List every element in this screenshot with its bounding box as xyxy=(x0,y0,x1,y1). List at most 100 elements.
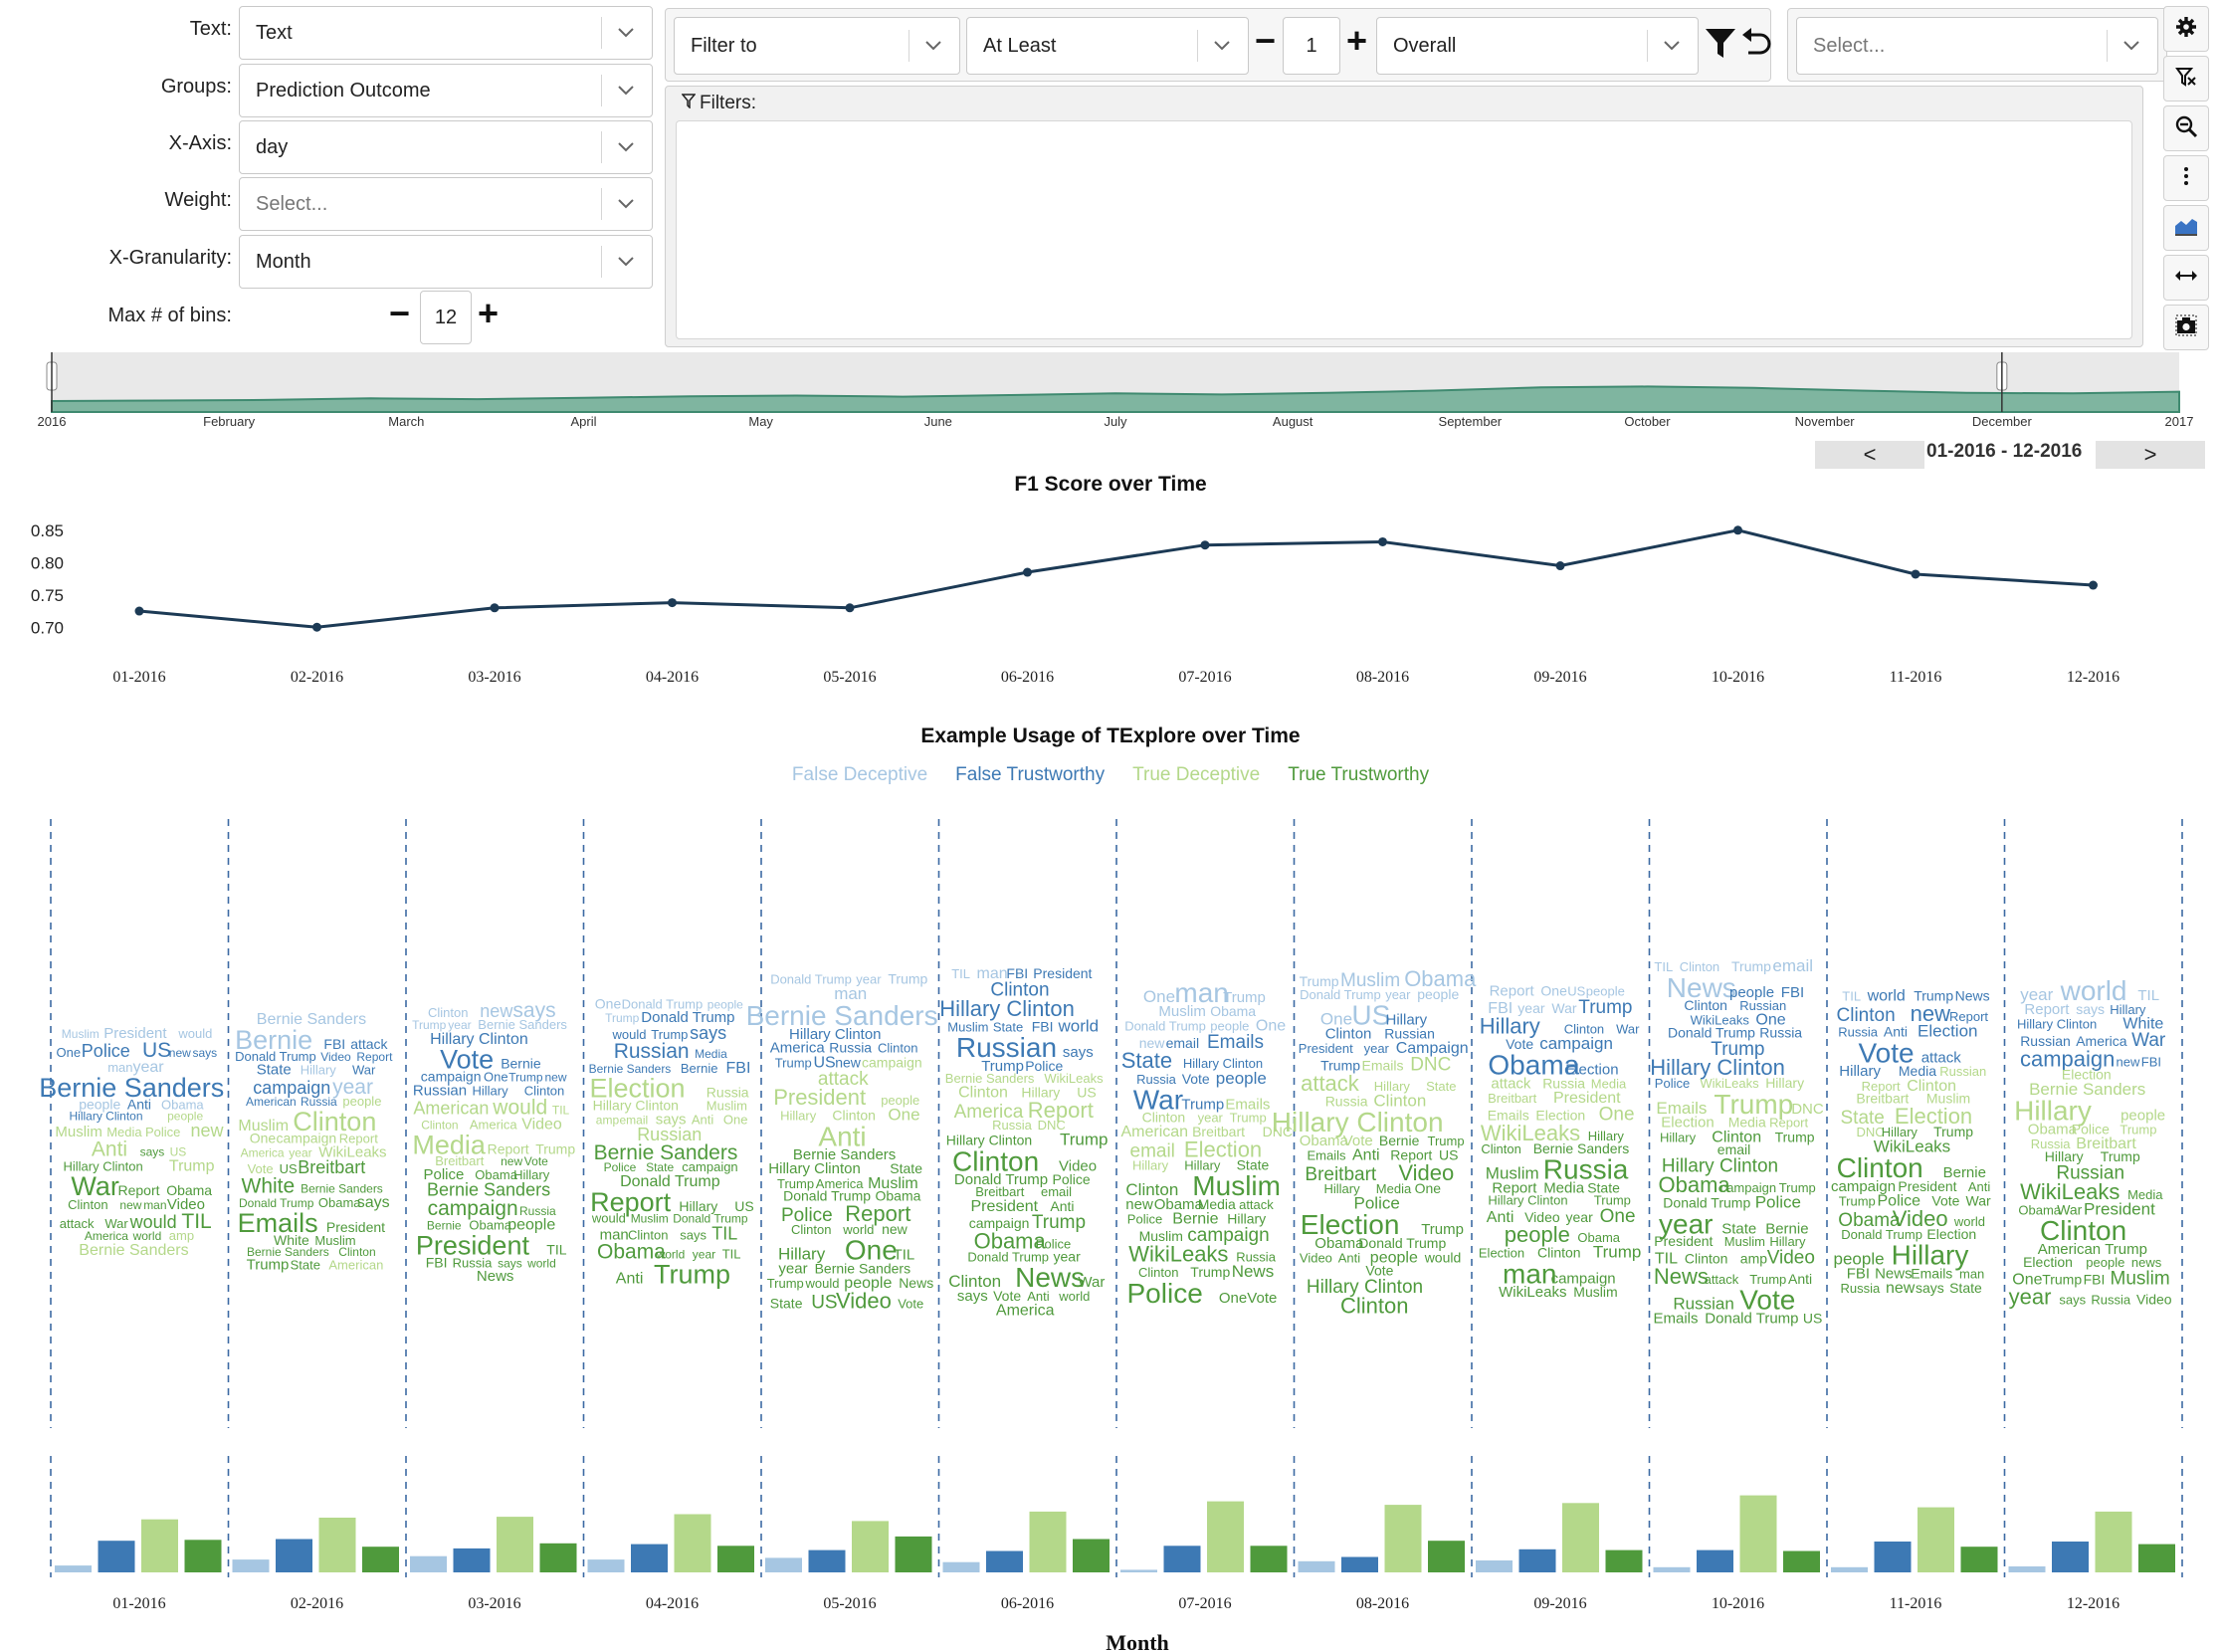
wordcloud-word[interactable]: President xyxy=(1654,1233,1713,1249)
wordcloud-word[interactable]: State xyxy=(257,1062,292,1079)
wordcloud-word[interactable]: Media xyxy=(106,1125,142,1139)
legend-true-trustworthy[interactable]: True Trustworthy xyxy=(1288,764,1430,785)
wordcloud-word[interactable]: Muslim xyxy=(1573,1284,1617,1300)
wordcloud-word[interactable]: Hillary Clinton xyxy=(1662,1156,1778,1177)
f1-data-point[interactable] xyxy=(1911,569,1920,579)
wordcloud-word[interactable]: Vote xyxy=(1506,1036,1533,1052)
usage-bar[interactable] xyxy=(631,1544,668,1572)
wordcloud-word[interactable]: Russia xyxy=(1841,1281,1882,1296)
f1-data-point[interactable] xyxy=(1378,536,1387,546)
usage-bar[interactable] xyxy=(1029,1511,1067,1572)
wordcloud-word[interactable]: Trump xyxy=(1060,1131,1109,1149)
usage-bar[interactable] xyxy=(986,1550,1023,1573)
wordcloud-word[interactable]: President xyxy=(103,1025,167,1042)
wordcloud-word[interactable]: Trump xyxy=(1933,1124,1973,1139)
groups-select[interactable]: Prediction Outcome xyxy=(239,64,653,117)
wordcloud-word[interactable]: WikiLeaks xyxy=(1044,1071,1104,1086)
wordcloud-word[interactable]: State xyxy=(1721,1220,1756,1237)
wordcloud-word[interactable]: Hillary Clinton xyxy=(1183,1056,1263,1071)
wordcloud-word[interactable]: people xyxy=(1370,1250,1418,1267)
wordcloud-word[interactable]: Breitbart xyxy=(975,1184,1025,1199)
wordcloud-word[interactable]: Report xyxy=(339,1132,378,1146)
wordcloud-word[interactable]: Vote xyxy=(1859,1037,1915,1068)
wordcloud-word[interactable]: Obama xyxy=(318,1195,361,1210)
wordcloud-word[interactable]: President xyxy=(326,1219,385,1235)
wordcloud-word[interactable]: Clinton xyxy=(1142,1110,1186,1126)
wordcloud-word[interactable]: One xyxy=(1143,987,1175,1006)
wordcloud-word[interactable]: Muslim xyxy=(2111,1268,2170,1289)
wordcloud-word[interactable]: would xyxy=(1424,1250,1462,1266)
wordcloud-word[interactable]: Vote xyxy=(524,1154,548,1168)
wordcloud-word[interactable]: President xyxy=(971,1198,1039,1215)
wordcloud-word[interactable]: TIL xyxy=(546,1242,566,1258)
wordcloud-word[interactable]: amp xyxy=(169,1228,194,1243)
wordcloud-word[interactable]: Hillary Clinton xyxy=(789,1026,882,1043)
range-prev-button[interactable]: < xyxy=(1815,441,1924,469)
wordcloud-word[interactable]: Russian xyxy=(2020,1033,2071,1049)
wordcloud-word[interactable]: Report xyxy=(356,1050,393,1064)
wordcloud-word[interactable]: White xyxy=(274,1232,309,1248)
wordcloud-word[interactable]: President xyxy=(2084,1199,2155,1218)
wordcloud-word[interactable]: Clinton xyxy=(958,1085,1008,1102)
usage-bar[interactable] xyxy=(410,1555,447,1572)
wordcloud-word[interactable]: Donald Trump xyxy=(770,972,852,987)
f1-data-point[interactable] xyxy=(134,606,144,616)
wordcloud-word[interactable]: Hillary xyxy=(2045,1148,2084,1164)
wordcloud-word[interactable]: world xyxy=(1058,1289,1090,1304)
wordcloud-word[interactable]: FBI xyxy=(726,1060,751,1077)
wordcloud-word[interactable]: Clinton xyxy=(421,1118,458,1132)
wordcloud-word[interactable]: America xyxy=(470,1117,517,1132)
wordcloud-word[interactable]: Donald Trump xyxy=(620,1173,720,1190)
wordcloud-word[interactable]: Vote xyxy=(1343,1133,1373,1149)
settings-button[interactable] xyxy=(2163,6,2209,52)
wordcloud-word[interactable]: Clinton xyxy=(1684,997,1727,1013)
wordcloud-word[interactable]: One xyxy=(250,1131,277,1146)
wordcloud-word[interactable]: Hillary xyxy=(1021,1085,1060,1101)
wordcloud-word[interactable]: Report xyxy=(1862,1079,1901,1094)
wordcloud-word[interactable]: Clinton xyxy=(1325,1025,1372,1042)
wordcloud-word[interactable]: America xyxy=(816,1176,864,1191)
wordcloud-word[interactable]: News xyxy=(1654,1264,1709,1289)
wordcloud-word[interactable]: Report xyxy=(1390,1147,1432,1163)
f1-data-point[interactable] xyxy=(490,603,500,613)
wordcloud-word[interactable]: Bernie Sanders xyxy=(746,1000,938,1031)
wordcloud-word[interactable]: Russia xyxy=(2031,1136,2072,1151)
wordcloud-word[interactable]: Trump xyxy=(2120,1123,2156,1137)
wordcloud-word[interactable]: Media xyxy=(412,1130,487,1159)
wordcloud-word[interactable]: WikiLeaks xyxy=(1874,1136,1950,1155)
wordcloud-word[interactable]: War xyxy=(104,1216,128,1231)
wordcloud-word[interactable]: Donald Trump xyxy=(1663,1195,1750,1211)
wordcloud-word[interactable]: Trump xyxy=(888,971,927,987)
wordcloud-word[interactable]: year xyxy=(289,1146,311,1160)
wordcloud-word[interactable]: year xyxy=(1659,1208,1713,1239)
wordcloud-word[interactable]: Emails xyxy=(1488,1108,1529,1124)
wordcloud-word[interactable]: Muslim xyxy=(868,1175,918,1192)
clear-filter-button[interactable] xyxy=(2163,56,2209,102)
wordcloud-word[interactable]: State xyxy=(770,1295,803,1311)
f1-data-point[interactable] xyxy=(1200,540,1210,550)
wordcloud-word[interactable]: would xyxy=(591,1211,626,1226)
legend-false-deceptive[interactable]: False Deceptive xyxy=(791,764,928,785)
wordcloud-word[interactable]: Clinton xyxy=(990,980,1049,1001)
usage-bar[interactable] xyxy=(453,1548,491,1572)
wordcloud-word[interactable]: Video xyxy=(320,1050,351,1064)
wordcloud-word[interactable]: Russia xyxy=(1759,1024,1802,1040)
wordcloud-word[interactable]: people xyxy=(1834,1250,1885,1269)
wordcloud-word[interactable]: Election xyxy=(1479,1246,1524,1261)
wordcloud-word[interactable]: man xyxy=(1174,977,1228,1008)
wordcloud-word[interactable]: Hillary Clinton xyxy=(64,1158,143,1173)
wordcloud-word[interactable]: Clinton xyxy=(791,1222,831,1237)
wordcloud-word[interactable]: Clinton xyxy=(832,1108,876,1124)
wordcloud-word[interactable]: attack xyxy=(60,1216,95,1231)
wordcloud-word[interactable]: Media xyxy=(1591,1077,1627,1092)
wordcloud-word[interactable]: President xyxy=(1299,1041,1353,1056)
wordcloud-word[interactable]: Trump xyxy=(651,1027,688,1042)
wordcloud-word[interactable]: Trump xyxy=(247,1257,290,1274)
wordcloud-word[interactable]: Obama xyxy=(876,1188,921,1204)
wordcloud-word[interactable]: Clinton xyxy=(428,1005,468,1020)
wordcloud-word[interactable]: Election xyxy=(1535,1108,1585,1124)
wordcloud-word[interactable]: Election xyxy=(1918,1022,1977,1041)
wordcloud-word[interactable]: Video xyxy=(836,1288,892,1313)
wordcloud-word[interactable]: FBI xyxy=(1032,1018,1054,1034)
wordcloud-word[interactable]: Russia xyxy=(301,1095,337,1109)
